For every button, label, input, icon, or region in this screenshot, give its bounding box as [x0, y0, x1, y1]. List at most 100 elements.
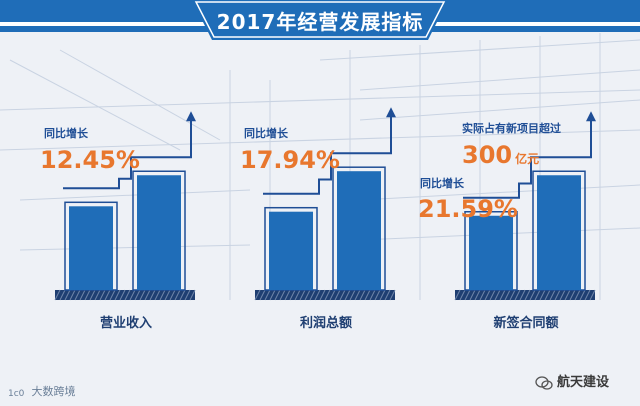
panel-2-ground-hatch	[354, 289, 361, 301]
panel-2-ground-hatch	[364, 289, 371, 301]
panel-3-ground-hatch	[534, 289, 541, 301]
panel-2-ground-hatch	[379, 289, 386, 301]
panel-2-ground-hatch	[294, 289, 301, 301]
panel-1-ground-hatch	[124, 289, 131, 301]
panel-2-ground-hatch	[339, 289, 346, 301]
panel-1-ground-hatch	[114, 289, 121, 301]
panel-2-ground-hatch	[274, 289, 281, 301]
source-left-text: 大数跨境	[31, 385, 76, 398]
panel-3-growth-arrow-head	[586, 111, 596, 122]
panel-3-ground-hatch	[564, 289, 571, 301]
panel-1-growth-label: 同比增长	[44, 127, 88, 140]
panel-3-category: 新签合同额	[493, 316, 559, 331]
panel-3-ground-hatch	[499, 289, 506, 301]
panel-3-ground-hatch	[489, 289, 496, 301]
panel-1-ground-hatch	[74, 289, 81, 301]
panel-2-ground-hatch	[309, 289, 316, 301]
panel-3-ground-hatch	[574, 289, 581, 301]
panel-3-ground-hatch	[479, 289, 486, 301]
panel-1-ground-hatch	[99, 289, 106, 301]
panel-3-extra-label: 实际占有新项目超过	[462, 122, 561, 135]
panel-3-extra: 300 亿元	[462, 140, 539, 174]
panel-3-ground-hatch	[519, 289, 526, 301]
panel-2-ground-hatch	[284, 289, 291, 301]
panel-2-ground-hatch	[254, 289, 261, 301]
title-container: 2017年经营发展指标	[0, 0, 640, 44]
panel-1-ground-hatch	[84, 289, 91, 301]
panel-2-ground-hatch	[279, 289, 286, 301]
panel-1-bar-1	[69, 206, 113, 290]
panel-2-ground-hatch	[369, 289, 376, 301]
panel-2-ground-hatch	[264, 289, 271, 301]
panel-2-ground	[255, 290, 395, 300]
panel-2-ground-hatch	[389, 289, 396, 301]
panel-2-category: 利润总额	[299, 316, 352, 331]
watermark: 航天建设	[535, 374, 609, 392]
panel-2-growth-value: 17.94%	[240, 146, 340, 174]
panel-2-ground-hatch	[349, 289, 356, 301]
panel-1-ground-hatch	[169, 289, 176, 301]
panel-1-ground-hatch	[179, 289, 186, 301]
panel-2-ground-hatch	[259, 289, 266, 301]
panel-3-extra-unit: 亿元	[515, 152, 540, 166]
panel-1-ground-hatch	[139, 289, 146, 301]
bigdata-logo-icon: 1c0	[8, 389, 25, 399]
wechat-icon	[535, 376, 553, 390]
panel-1-ground-hatch	[149, 289, 156, 301]
panel-2-ground-hatch	[289, 289, 296, 301]
panel-1-ground	[55, 290, 195, 300]
panel-1-ground-hatch	[159, 289, 166, 301]
panel-3-ground-hatch	[539, 289, 546, 301]
panel-3-ground-hatch	[469, 289, 476, 301]
panel-2-ground-hatch	[299, 289, 306, 301]
panel-2-ground-hatch	[374, 289, 381, 301]
panel-3-extra-value: 300	[462, 141, 513, 169]
panel-3-growth-label: 同比增长	[420, 177, 464, 190]
panel-3-ground-hatch	[474, 289, 481, 301]
panel-2-ground-hatch	[314, 289, 321, 301]
panel-2-ground-hatch	[269, 289, 276, 301]
page-title: 2017年经营发展指标	[216, 10, 424, 34]
panel-3-ground-hatch	[554, 289, 561, 301]
panel-1-ground-hatch	[109, 289, 116, 301]
panel-3-ground	[455, 290, 595, 300]
panel-3-ground-hatch	[514, 289, 521, 301]
panel-3-ground-hatch	[524, 289, 531, 301]
panel-1-ground-hatch	[129, 289, 136, 301]
panel-3-ground-hatch	[454, 289, 461, 301]
panel-1-ground-hatch	[144, 289, 151, 301]
panel-2-bar-1	[269, 211, 313, 290]
panel-2-ground-hatch	[334, 289, 341, 301]
panel-1-ground-hatch	[154, 289, 161, 301]
panel-3-ground-hatch	[559, 289, 566, 301]
panel-1-ground-hatch	[134, 289, 141, 301]
panel-3-ground-hatch	[549, 289, 556, 301]
panel-3-ground-hatch	[484, 289, 491, 301]
title-banner	[0, 0, 640, 40]
panel-1-ground-hatch	[189, 289, 196, 301]
panel-2-ground-hatch	[344, 289, 351, 301]
watermark-text: 航天建设	[557, 375, 610, 390]
panel-2-ground-hatch	[329, 289, 336, 301]
panel-3-ground-hatch	[494, 289, 501, 301]
panel-1-ground-hatch	[164, 289, 171, 301]
panel-1-ground-hatch	[119, 289, 126, 301]
panel-1-ground-hatch	[64, 289, 71, 301]
panel-1-ground-hatch	[79, 289, 86, 301]
panel-2-ground-hatch	[304, 289, 311, 301]
panel-3-ground-hatch	[579, 289, 586, 301]
panel-1-ground-hatch	[69, 289, 76, 301]
panel-3-growth-arrow-line	[463, 119, 592, 199]
panel-3-bar-2	[537, 175, 581, 290]
panel-3-growth-value: 21.59%	[418, 195, 518, 223]
panel-3-ground-hatch	[504, 289, 511, 301]
panel-2-ground-hatch	[319, 289, 326, 301]
panel-2-growth-arrow-line	[263, 115, 392, 195]
panel-1-growth-arrow-head	[186, 111, 196, 122]
panel-3-bar-1	[469, 215, 513, 290]
panel-1-ground-hatch	[174, 289, 181, 301]
svg-text:1c0: 1c0	[8, 389, 25, 398]
panel-3-ground-hatch	[529, 289, 536, 301]
